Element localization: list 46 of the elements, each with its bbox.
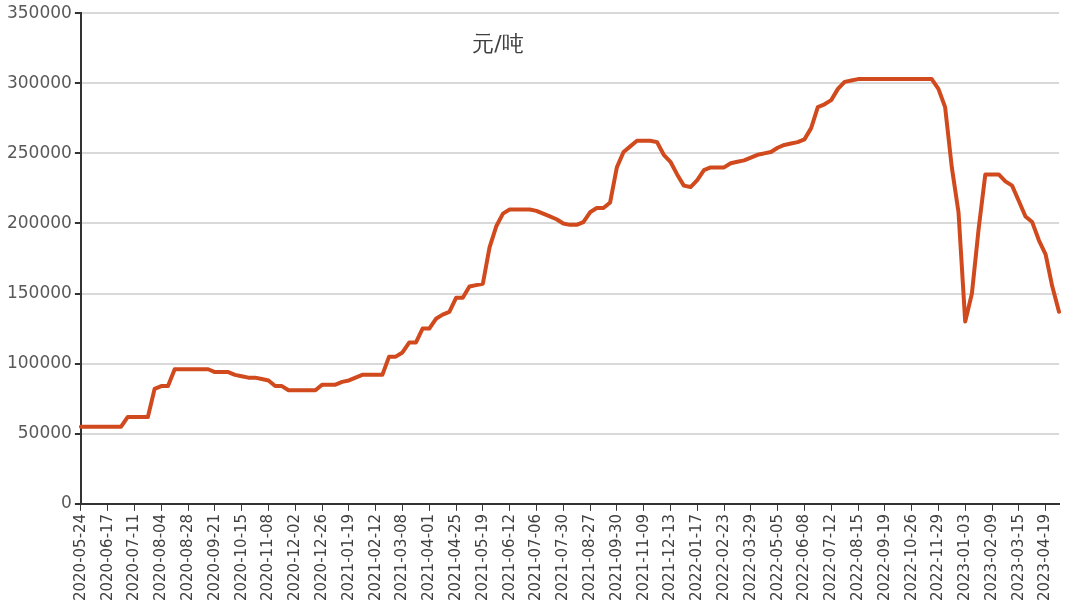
x-tick-label: 2021-03-08 (392, 513, 411, 602)
x-tick-label: 2022-03-29 (740, 513, 759, 602)
x-tick-label: 2021-02-12 (365, 513, 384, 602)
x-tick-label: 2022-05-05 (767, 513, 786, 602)
annotation: 元/吨 (472, 30, 524, 56)
x-tick-label: 2023-03-15 (1008, 513, 1027, 602)
x-tick-label: 2023-04-19 (1035, 513, 1054, 602)
x-tick-label: 2020-07-11 (124, 513, 143, 602)
x-tick-label: 2022-07-12 (821, 513, 840, 602)
x-tick-label: 2020-08-28 (177, 513, 196, 602)
x-tick-label: 2021-04-01 (419, 513, 438, 602)
x-tick-label: 2022-11-29 (928, 513, 947, 602)
x-tick-label: 2020-10-15 (231, 513, 250, 602)
x-tick-label: 2023-01-03 (955, 513, 974, 602)
x-tick-label: 2020-11-08 (258, 513, 277, 602)
x-tick-label: 2022-01-17 (687, 513, 706, 602)
y-tick-label: 350000 (6, 1, 72, 22)
x-tick-label: 2023-02-09 (981, 513, 1000, 602)
x-tick-label: 2022-08-15 (847, 513, 866, 602)
y-tick-label: 0 (61, 492, 72, 513)
x-tick-label: 2021-12-13 (660, 513, 679, 602)
x-tick-label: 2021-09-30 (606, 513, 625, 602)
y-tick-label: 250000 (6, 141, 72, 162)
x-tick-label: 2022-09-19 (874, 513, 893, 602)
y-tick-label: 200000 (6, 211, 72, 232)
x-tick-label: 2022-10-26 (901, 513, 920, 602)
x-tick-label: 2020-12-26 (311, 513, 330, 602)
x-tick-label: 2022-02-23 (713, 513, 732, 602)
x-tick-label: 2021-08-27 (579, 513, 598, 602)
x-tick-label: 2021-11-09 (633, 513, 652, 602)
y-tick-label: 150000 (6, 281, 72, 302)
x-tick-label: 2020-05-24 (70, 513, 89, 602)
x-tick-label: 2021-01-19 (338, 513, 357, 602)
x-tick-label: 2020-12-02 (285, 513, 304, 602)
x-tick-label: 2021-04-25 (445, 513, 464, 602)
x-tick-label: 2022-06-08 (794, 513, 813, 602)
x-tick-label: 2021-05-19 (472, 513, 491, 602)
y-tick-label: 100000 (6, 352, 72, 373)
x-tick-label: 2021-07-06 (526, 513, 545, 602)
x-tick-label: 2021-06-12 (499, 513, 518, 602)
x-tick-label: 2021-07-30 (553, 513, 572, 602)
x-tick-label: 2020-08-04 (151, 513, 170, 602)
x-tick-label: 2020-06-17 (97, 513, 116, 602)
y-tick-label: 300000 (6, 71, 72, 92)
y-tick-label: 50000 (17, 422, 72, 443)
x-tick-label: 2020-09-21 (204, 513, 223, 602)
